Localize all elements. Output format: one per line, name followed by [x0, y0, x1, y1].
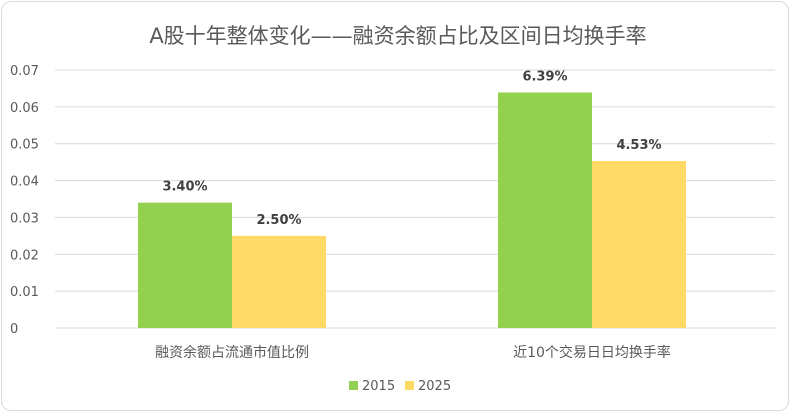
y-tick-label: 0.07 [10, 64, 39, 79]
data-label: 2.50% [256, 213, 301, 228]
y-tick-label: 0.04 [10, 175, 39, 190]
data-label: 3.40% [162, 180, 207, 195]
y-tick-label: 0 [10, 322, 18, 337]
x-category-label: 融资余额占流通市值比例 [155, 344, 309, 361]
legend-label: 2025 [418, 379, 451, 394]
y-tick-label: 0.02 [10, 248, 39, 263]
y-tick-label: 0.05 [10, 138, 39, 153]
legend-swatch-2025 [405, 381, 414, 390]
legend-swatch-2015 [349, 381, 358, 390]
bar-2015-0 [138, 202, 232, 328]
bar-2025-0 [232, 235, 326, 328]
data-label: 4.53% [616, 138, 661, 153]
chart-title: A股十年整体变化——融资余额占比及区间日均换手率 [149, 24, 646, 48]
y-tick-label: 0.06 [10, 101, 39, 116]
data-label: 6.39% [522, 69, 567, 84]
y-tick-label: 0.01 [10, 285, 39, 300]
bar-2025-1 [592, 161, 686, 328]
x-category-label: 近10个交易日日均换手率 [513, 344, 671, 361]
legend-label: 2015 [362, 379, 395, 394]
y-tick-label: 0.03 [10, 211, 39, 226]
bar-2015-1 [498, 92, 592, 329]
